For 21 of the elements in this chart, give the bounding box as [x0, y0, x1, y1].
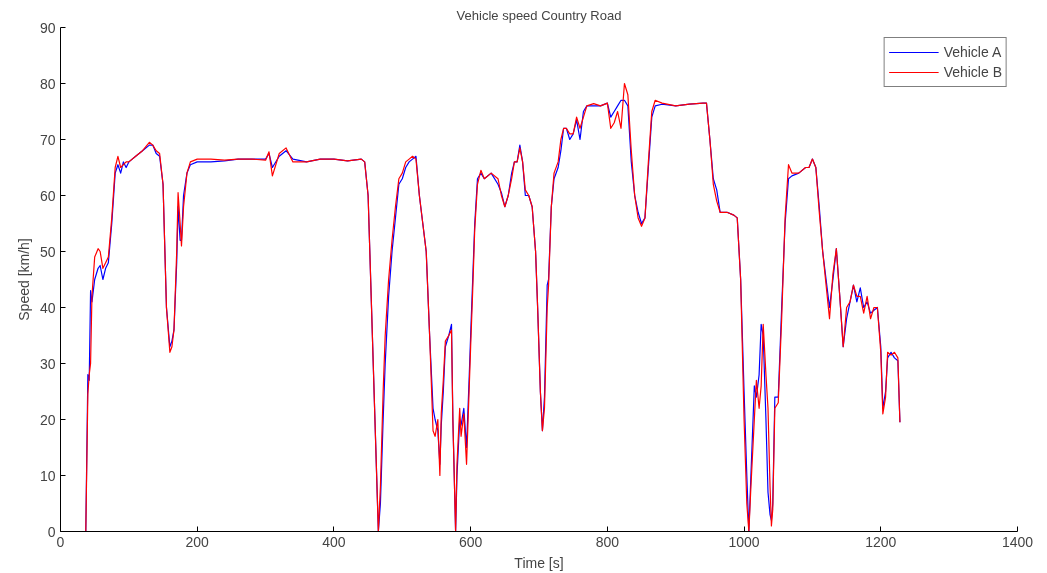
legend-label: Vehicle A [943, 44, 1002, 60]
y-tick-label: 60 [39, 187, 56, 204]
y-tick-label: 40 [39, 299, 56, 316]
y-tick-label: 70 [39, 131, 56, 148]
x-tick-label: 800 [595, 533, 620, 550]
chart-title: Vehicle speed Country Road [456, 7, 622, 23]
y-axis-title: Speed [km/h] [15, 238, 32, 321]
x-tick-label: 400 [322, 533, 346, 550]
legend-label: Vehicle B [943, 64, 1002, 80]
y-tick-label: 30 [39, 355, 56, 372]
x-tick-label: 600 [458, 533, 483, 550]
y-tick-label: 10 [39, 467, 56, 484]
x-tick-label: 200 [185, 533, 210, 550]
y-tick-label: 20 [39, 411, 56, 428]
y-tick-label: 80 [39, 75, 56, 92]
y-tick-label: 90 [39, 19, 56, 36]
x-tick-label: 1000 [728, 533, 760, 550]
x-tick-label: 1400 [1001, 533, 1034, 550]
y-tick-label: 50 [39, 243, 56, 260]
x-tick-label: 1200 [865, 533, 897, 550]
x-axis-title: Time [s] [514, 554, 564, 571]
